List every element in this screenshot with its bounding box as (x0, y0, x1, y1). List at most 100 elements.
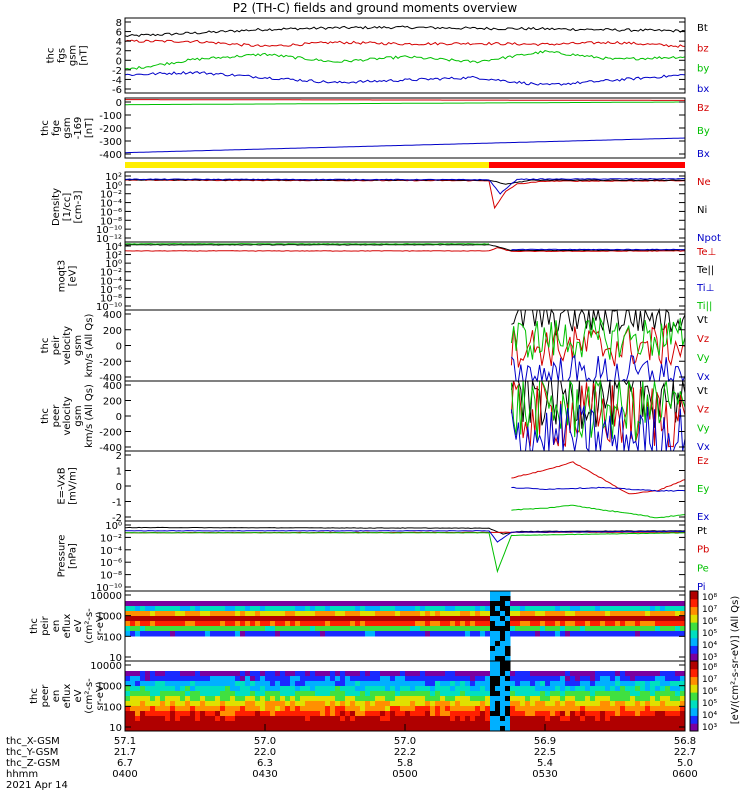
y-axis-label: [1/cc] (62, 193, 73, 222)
spectrogram-cell (395, 671, 401, 677)
spectrogram-cell (480, 706, 486, 712)
spectrogram-cell (250, 606, 256, 612)
spectrogram-cell (275, 601, 281, 607)
spectrogram-cell (595, 711, 601, 717)
spectrogram-cell (380, 611, 386, 617)
spectrogram-cell (145, 726, 151, 732)
spectrogram-cell (530, 696, 536, 702)
spectrogram-cell (470, 691, 476, 697)
spectrogram-cell (450, 716, 456, 722)
spectrogram-cell (345, 626, 351, 632)
spectrogram-cell (340, 631, 346, 637)
spectrogram-cell (475, 706, 481, 712)
spectrogram-cell (380, 691, 386, 697)
spectrogram-cell (180, 726, 186, 732)
spectrogram-cell (200, 701, 206, 707)
spectrogram-cell (320, 721, 326, 727)
spectrogram-cell (655, 691, 661, 697)
spectrogram-cell (285, 681, 291, 687)
spectrogram-cell (375, 711, 381, 717)
x-row-value: 22.0 (254, 747, 276, 758)
spectrogram-cell (180, 701, 186, 707)
spectrogram-cell (660, 691, 666, 697)
spectrogram-cell (305, 601, 311, 607)
spectrogram-cell (500, 636, 506, 642)
colorbar-tick-label: 10⁷ (702, 605, 717, 615)
spectrogram-cell (405, 681, 411, 687)
spectrogram-cell (360, 696, 366, 702)
spectrogram-cell (490, 701, 496, 707)
spectrogram-cell (640, 716, 646, 722)
spectrogram-cell (590, 711, 596, 717)
spectrogram-cell (500, 641, 506, 647)
spectrogram-cell (145, 606, 151, 612)
spectrogram-cell (245, 681, 251, 687)
spectrogram-cell (300, 631, 306, 637)
spectrogram-cell (470, 681, 476, 687)
spectrogram-cell (620, 716, 626, 722)
spectrogram-cell (670, 606, 676, 612)
spectrogram-cell (145, 711, 151, 717)
spectrogram-cell (360, 706, 366, 712)
spectrogram-cell (290, 626, 296, 632)
spectrogram-cell (195, 721, 201, 727)
y-tick-label: 1000 (97, 682, 122, 693)
spectrogram-cell (475, 601, 481, 607)
spectrogram-cell (155, 696, 161, 702)
spectrogram-cell (195, 711, 201, 717)
spectrogram-cell (290, 601, 296, 607)
spectrogram-cell (650, 726, 656, 732)
spectrogram-cell (410, 696, 416, 702)
spectrogram-cell (385, 686, 391, 692)
spectrogram-cell (220, 626, 226, 632)
spectrogram-cell (595, 686, 601, 692)
spectrogram-cell (515, 681, 521, 687)
spectrogram-cell (430, 696, 436, 702)
spectrogram-cell (375, 681, 381, 687)
spectrogram-cell (580, 611, 586, 617)
spectrogram-cell (440, 631, 446, 637)
spectrogram-cell (540, 671, 546, 677)
spectrogram-cell (460, 686, 466, 692)
spectrogram-cell (565, 616, 571, 622)
spectrogram-cell (245, 706, 251, 712)
spectrogram-cell (590, 721, 596, 727)
spectrogram-cell (390, 691, 396, 697)
spectrogram-cell (365, 701, 371, 707)
spectrogram-cell (530, 676, 536, 682)
spectrogram-cell (495, 716, 501, 722)
spectrogram-cell (240, 601, 246, 607)
spectrogram-cell (595, 671, 601, 677)
spectrogram-cell (325, 726, 331, 732)
spectrogram-cell (665, 616, 671, 622)
spectrogram-cell (270, 671, 276, 677)
spectrogram-cell (390, 621, 396, 627)
spectrogram-cell (135, 606, 141, 612)
spectrogram-cell (515, 671, 521, 677)
spectrogram-cell (630, 706, 636, 712)
spectrogram-cell (620, 626, 626, 632)
spectrogram-cell (470, 701, 476, 707)
spectrogram-cell (330, 696, 336, 702)
series-line-ex (511, 486, 686, 492)
spectrogram-cell (295, 676, 301, 682)
spectrogram-cell (370, 706, 376, 712)
spectrogram-cell (620, 681, 626, 687)
spectrogram-cell (245, 676, 251, 682)
spectrogram-cell (220, 671, 226, 677)
spectrogram-cell (325, 626, 331, 632)
spectrogram-cell (335, 631, 341, 637)
spectrogram-cell (600, 676, 606, 682)
spectrogram-cell (590, 671, 596, 677)
spectrogram-cell (480, 701, 486, 707)
spectrogram-cell (585, 611, 591, 617)
spectrogram-cell (555, 676, 561, 682)
spectrogram-cell (555, 711, 561, 717)
spectrogram-cell (375, 716, 381, 722)
spectrogram-cell (175, 701, 181, 707)
spectrogram-cell (200, 676, 206, 682)
spectrogram-cell (670, 721, 676, 727)
spectrogram-cell (610, 601, 616, 607)
spectrogram-cell (565, 721, 571, 727)
x-row-value: 5.4 (537, 758, 553, 769)
